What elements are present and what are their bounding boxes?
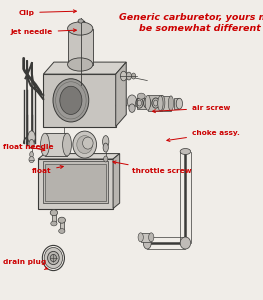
Text: choke assy.: choke assy. bbox=[167, 130, 240, 142]
Bar bbox=[60, 221, 64, 231]
Ellipse shape bbox=[137, 93, 145, 99]
Circle shape bbox=[29, 157, 34, 163]
Ellipse shape bbox=[58, 217, 65, 223]
Ellipse shape bbox=[60, 86, 82, 114]
Ellipse shape bbox=[145, 100, 149, 106]
Bar bbox=[141, 233, 151, 242]
Bar bbox=[38, 159, 113, 208]
Ellipse shape bbox=[78, 19, 83, 23]
Ellipse shape bbox=[168, 96, 174, 111]
Bar bbox=[160, 95, 171, 111]
Ellipse shape bbox=[143, 237, 151, 249]
Bar bbox=[52, 214, 56, 224]
Circle shape bbox=[48, 251, 59, 265]
Ellipse shape bbox=[154, 100, 158, 106]
Text: float needle: float needle bbox=[3, 144, 53, 151]
Polygon shape bbox=[43, 62, 126, 74]
Text: float: float bbox=[32, 166, 63, 174]
Ellipse shape bbox=[28, 131, 35, 144]
Text: Jet needle: Jet needle bbox=[11, 29, 76, 35]
Bar bbox=[43, 161, 108, 203]
Polygon shape bbox=[113, 154, 120, 208]
Text: air screw: air screw bbox=[153, 105, 230, 113]
Ellipse shape bbox=[176, 98, 183, 109]
Ellipse shape bbox=[138, 233, 143, 242]
Ellipse shape bbox=[30, 152, 33, 158]
Ellipse shape bbox=[41, 133, 49, 156]
Ellipse shape bbox=[103, 136, 109, 148]
Text: drain plug: drain plug bbox=[3, 259, 48, 269]
Text: Generic carburetor, yours may
be somewhat different: Generic carburetor, yours may be somewha… bbox=[119, 14, 263, 33]
Polygon shape bbox=[38, 154, 120, 159]
Ellipse shape bbox=[51, 221, 57, 226]
Ellipse shape bbox=[137, 100, 141, 106]
Ellipse shape bbox=[158, 96, 163, 111]
Polygon shape bbox=[116, 62, 126, 127]
Ellipse shape bbox=[160, 95, 165, 110]
Ellipse shape bbox=[127, 95, 137, 108]
Ellipse shape bbox=[50, 210, 58, 216]
Circle shape bbox=[50, 254, 57, 262]
Ellipse shape bbox=[73, 131, 97, 158]
Ellipse shape bbox=[29, 140, 34, 148]
Ellipse shape bbox=[120, 71, 127, 81]
Ellipse shape bbox=[145, 95, 150, 110]
Ellipse shape bbox=[126, 72, 132, 80]
Bar bbox=[43, 74, 116, 127]
Ellipse shape bbox=[149, 233, 154, 242]
Ellipse shape bbox=[104, 156, 108, 162]
Bar bbox=[174, 98, 179, 109]
Ellipse shape bbox=[103, 143, 108, 152]
Bar bbox=[45, 164, 106, 201]
Ellipse shape bbox=[53, 79, 89, 122]
Circle shape bbox=[44, 248, 63, 268]
Ellipse shape bbox=[77, 136, 93, 154]
Bar bbox=[45, 133, 67, 156]
Text: Clip: Clip bbox=[18, 10, 76, 16]
Ellipse shape bbox=[63, 133, 72, 156]
Ellipse shape bbox=[68, 58, 93, 71]
Ellipse shape bbox=[132, 73, 136, 79]
Bar bbox=[137, 98, 146, 109]
Bar bbox=[148, 95, 162, 111]
Circle shape bbox=[180, 237, 191, 249]
Ellipse shape bbox=[59, 229, 65, 233]
Ellipse shape bbox=[68, 22, 93, 35]
Bar bbox=[68, 28, 93, 64]
Ellipse shape bbox=[83, 137, 93, 149]
Ellipse shape bbox=[180, 148, 191, 154]
Ellipse shape bbox=[129, 104, 135, 112]
Text: throttle screw: throttle screw bbox=[113, 161, 191, 174]
